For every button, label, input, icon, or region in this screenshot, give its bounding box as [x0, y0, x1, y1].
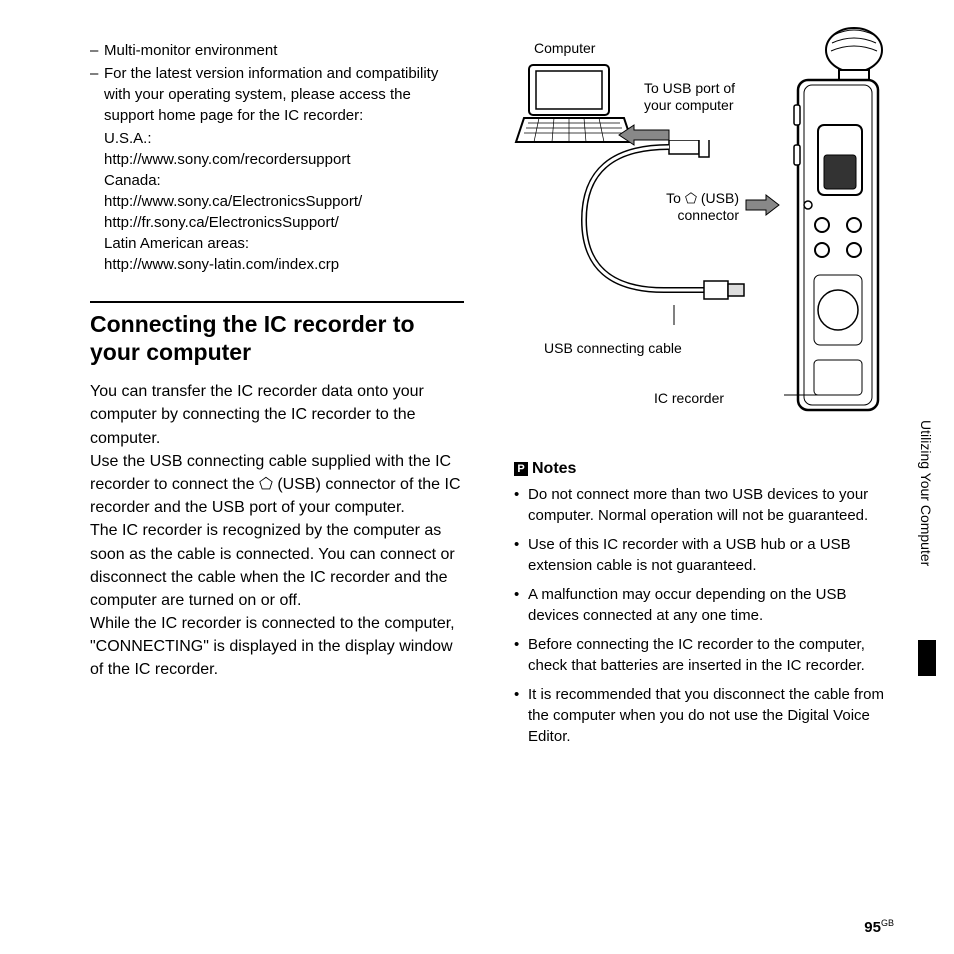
bullet-icon: •	[514, 534, 528, 576]
bullet-icon: •	[514, 634, 528, 676]
notes-heading: P Notes	[514, 460, 894, 478]
left-column: – Multi-monitor environment – For the la…	[90, 40, 474, 914]
note-item: • Before connecting the IC recorder to t…	[514, 634, 894, 676]
ic-recorder-icon	[784, 25, 894, 425]
page-number: 95GB	[864, 918, 894, 936]
diagram-label-usbport: To USB port of your computer	[644, 80, 735, 114]
note-item: • A malfunction may occur depending on t…	[514, 584, 894, 626]
bullet-icon: •	[514, 584, 528, 626]
list-item: – Multi-monitor environment	[90, 40, 464, 61]
diagram-label-cable: USB connecting cable	[544, 340, 682, 357]
notes-title: Notes	[532, 460, 576, 478]
bullet-text: For the latest version information and c…	[104, 63, 464, 126]
note-item: • Do not connect more than two USB devic…	[514, 484, 894, 526]
note-icon: P	[514, 462, 528, 476]
side-tab-marker	[918, 640, 936, 676]
connection-diagram: Computer To USB port of your computer To…	[514, 40, 894, 440]
bullet-text: Multi-monitor environment	[104, 40, 464, 61]
side-tab-label: Utilizing Your Computer	[918, 420, 934, 566]
note-item: • It is recommended that you disconnect …	[514, 684, 894, 747]
section-heading: Connecting the IC recorder to your compu…	[90, 311, 464, 366]
note-text: Do not connect more than two USB devices…	[528, 484, 894, 526]
page-number-value: 95	[864, 919, 881, 936]
note-text: A malfunction may occur depending on the…	[528, 584, 894, 626]
dash-icon: –	[90, 63, 104, 126]
diagram-label-recorder: IC recorder	[654, 390, 724, 407]
note-text: It is recommended that you disconnect th…	[528, 684, 894, 747]
page: – Multi-monitor environment – For the la…	[0, 0, 954, 954]
bullet-icon: •	[514, 484, 528, 526]
list-item: – For the latest version information and…	[90, 63, 464, 126]
note-text: Before connecting the IC recorder to the…	[528, 634, 894, 676]
page-number-suffix: GB	[881, 918, 894, 928]
diagram-label-computer: Computer	[534, 40, 595, 57]
note-text: Use of this IC recorder with a USB hub o…	[528, 534, 894, 576]
section-divider	[90, 301, 464, 303]
note-item: • Use of this IC recorder with a USB hub…	[514, 534, 894, 576]
url-block: U.S.A.: http://www.sony.com/recordersupp…	[90, 128, 464, 275]
bullet-icon: •	[514, 684, 528, 747]
usb-cable-icon	[554, 140, 784, 330]
dash-icon: –	[90, 40, 104, 61]
body-paragraph: You can transfer the IC recorder data on…	[90, 380, 464, 681]
right-column: Computer To USB port of your computer To…	[504, 40, 894, 914]
